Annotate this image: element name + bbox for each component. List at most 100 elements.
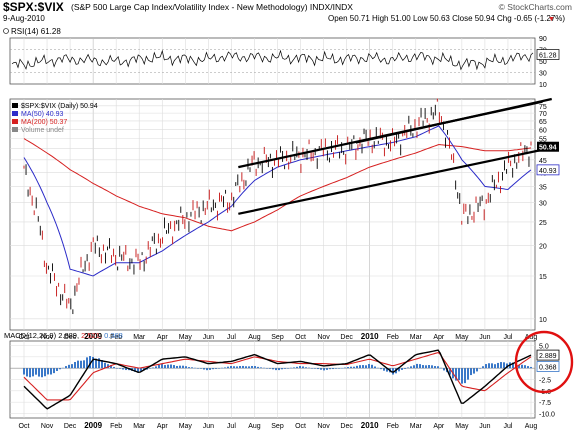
legend-swatch — [12, 127, 18, 132]
macd-histogram-bar — [506, 363, 508, 369]
macd-histogram-bar — [185, 366, 187, 369]
macd-x-label: Oct — [19, 423, 30, 430]
macd-histogram-bar — [182, 365, 184, 369]
macd-x-label: Aug — [248, 423, 261, 430]
price-x-label: May — [455, 334, 469, 341]
macd-histogram-bar — [401, 368, 403, 370]
legend-swatch — [12, 103, 18, 108]
ma50-line — [23, 125, 532, 277]
macd-histogram-bar — [236, 366, 238, 369]
macd-histogram-bar — [305, 367, 307, 369]
macd-histogram-bar — [92, 356, 94, 369]
macd-x-label: Jun — [203, 423, 214, 430]
macd-histogram-bar — [197, 368, 199, 369]
macd-histogram-bar — [317, 368, 319, 370]
macd-histogram-bar — [347, 367, 349, 369]
price-x-label: Dec — [64, 334, 77, 341]
price-x-label: Jun — [479, 334, 490, 341]
macd-histogram-bar — [410, 366, 412, 369]
macd-histogram-bar — [245, 366, 247, 369]
macd-histogram-bar — [425, 365, 427, 369]
macd-histogram-bar — [29, 368, 31, 378]
macd-histogram-bar — [80, 360, 82, 369]
macd-histogram-bar — [449, 368, 451, 375]
macd-histogram-bar — [290, 367, 292, 369]
price-x-label: May — [179, 334, 193, 341]
macd-histogram-bar — [212, 368, 214, 370]
macd-current-tag — [536, 349, 560, 361]
macd-tick-label: -2.5 — [539, 378, 551, 385]
price-x-label: Apr — [433, 334, 445, 341]
macd-histogram-bar — [335, 368, 337, 369]
macd-histogram-bar — [326, 368, 328, 370]
macd-histogram-bar — [473, 368, 475, 374]
legend-swatch — [12, 119, 18, 124]
macd-histogram-bar — [50, 368, 52, 375]
macd-histogram-bar — [227, 366, 229, 369]
macd-histogram-bar — [65, 366, 67, 369]
macd-histogram-bar — [260, 367, 262, 369]
macd-histogram-bar — [479, 368, 481, 369]
ma50-value: 40.93 — [539, 168, 557, 175]
macd-histogram-bar — [419, 364, 421, 369]
macd-histogram-bar — [350, 366, 352, 369]
macd-histogram-bar — [287, 368, 289, 369]
macd-histogram-bar — [77, 360, 79, 369]
rsi-panel-frame — [9, 37, 536, 85]
price-last-tag — [537, 141, 559, 152]
macd-histogram-bar — [38, 368, 40, 377]
macd-histogram-bar — [407, 367, 409, 369]
macd-histogram-bar — [26, 368, 28, 377]
macd-histogram-bar — [161, 364, 163, 369]
macd-histogram-bar — [383, 368, 385, 371]
macd-histogram-bar — [44, 368, 46, 377]
macd-histogram-bar — [440, 367, 442, 369]
price-x-label: Oct — [19, 334, 30, 341]
macd-histogram-bar — [167, 364, 169, 369]
macd-histogram-bar — [308, 367, 310, 369]
macd-histogram-bar — [251, 365, 253, 369]
rsi-tick-label: 30 — [539, 71, 547, 78]
macd-histogram-bar — [173, 365, 175, 369]
macd-histogram-bar — [362, 365, 364, 369]
macd-histogram-bar — [56, 368, 58, 371]
macd-label-part: 2.889, — [56, 331, 79, 340]
macd-histogram-bar — [332, 368, 334, 370]
macd-tick-label: 5.0 — [539, 344, 549, 351]
macd-signal-line — [23, 351, 532, 401]
price-x-label: Nov — [41, 334, 54, 341]
macd-x-label: May — [455, 423, 469, 430]
macd-label-part: 2.521, — [79, 331, 102, 340]
price-x-label: Jul — [227, 334, 236, 341]
macd-x-label: Aug — [525, 423, 538, 430]
macd-x-label: Feb — [110, 423, 122, 430]
macd-tick-label: -10.0 — [539, 411, 555, 418]
macd-histogram-bar — [86, 357, 88, 369]
macd-histogram-bar — [371, 364, 373, 369]
legend-swatch — [12, 111, 18, 116]
macd-histogram-bar — [257, 366, 259, 369]
macd-histogram-bar — [320, 368, 322, 370]
macd-x-label: Apr — [157, 423, 169, 430]
change-down-icon: ▼ — [548, 16, 555, 23]
macd-line — [23, 349, 532, 410]
macd-histogram-bar — [221, 367, 223, 369]
macd-histogram-bar — [194, 367, 196, 369]
macd-x-label: Dec — [64, 423, 77, 430]
macd-histogram-bar — [368, 364, 370, 369]
rsi-label: RSI(14) 61.28 — [11, 27, 61, 36]
macd-histogram-bar — [521, 364, 523, 369]
macd-histogram-bar — [488, 363, 490, 369]
macd-histogram-bar — [404, 368, 406, 369]
price-x-label: 2009 — [84, 332, 102, 341]
macd-histogram-bar — [359, 365, 361, 369]
macd-histogram-bar — [188, 367, 190, 369]
price-x-label: Feb — [387, 334, 399, 341]
macd-x-label: Dec — [340, 423, 353, 430]
macd-histogram-bar — [122, 368, 124, 370]
macd-histogram-bar — [329, 368, 331, 370]
macd-histogram-bar — [176, 365, 178, 369]
macd-histogram-bar — [59, 368, 61, 370]
macd-histogram-bar — [500, 362, 502, 369]
macd-x-label: Nov — [317, 423, 330, 430]
